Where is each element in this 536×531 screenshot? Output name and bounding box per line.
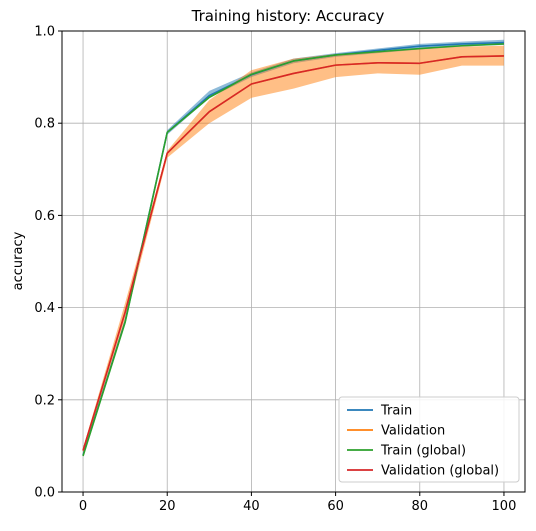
x-tick-label: 100 xyxy=(492,499,517,514)
chart-title: Training history: Accuracy xyxy=(191,7,385,25)
confidence-bands xyxy=(83,40,504,456)
legend-label: Train (global) xyxy=(380,444,466,459)
band-train xyxy=(83,40,504,456)
series-lines xyxy=(83,43,504,457)
y-tick-label: 0.2 xyxy=(34,393,55,408)
y-tick-label: 0.6 xyxy=(34,209,55,224)
legend-label: Validation xyxy=(381,424,445,439)
line-train xyxy=(83,43,504,456)
y-tick-label: 0.4 xyxy=(34,301,55,316)
x-tick-label: 0 xyxy=(79,499,87,514)
band-validation xyxy=(83,46,504,453)
legend: Train Validation Train (global) Validation … xyxy=(339,397,519,482)
line-validation-global- xyxy=(83,56,504,451)
y-tick-label: 1.0 xyxy=(34,25,55,40)
y-tick-label: 0.8 xyxy=(34,117,55,132)
x-tick-label: 40 xyxy=(243,499,260,514)
line-train-global- xyxy=(83,44,504,456)
x-tick-label: 60 xyxy=(327,499,344,514)
x-tick-label: 20 xyxy=(159,499,176,514)
y-axis-label: accuracy xyxy=(11,231,26,290)
x-tick-label: 80 xyxy=(411,499,428,514)
legend-label: Validation (global) xyxy=(381,464,499,479)
legend-label: Train xyxy=(380,404,412,419)
line-validation xyxy=(83,56,504,451)
y-tick-label: 0.0 xyxy=(34,486,55,501)
